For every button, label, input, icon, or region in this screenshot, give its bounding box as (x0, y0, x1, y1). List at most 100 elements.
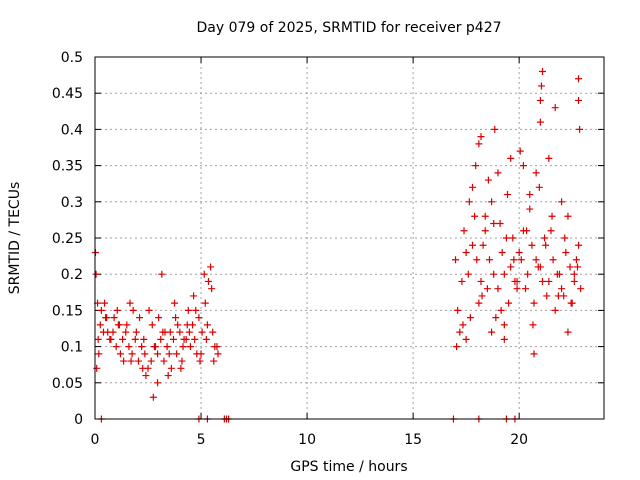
y-tick-label: 0.5 (61, 50, 83, 66)
grid-lines (95, 57, 604, 419)
data-point (577, 285, 585, 293)
tick-labels: 0 0.05 0.1 0.15 0.2 0.25 0.3 0.35 0.4 0.45 0.5 0 5 10… (52, 50, 528, 448)
data-point (190, 292, 198, 300)
data-point (541, 234, 549, 242)
data-point (184, 306, 192, 314)
data-point (567, 299, 575, 307)
data-point (524, 270, 532, 278)
y-tick-label: 0 (74, 412, 83, 428)
data-point (145, 306, 153, 314)
data-point (157, 335, 165, 343)
data-point (575, 75, 583, 83)
x-tick-label: 5 (197, 432, 206, 448)
data-point (564, 328, 572, 336)
data-point (104, 328, 112, 336)
data-point (179, 343, 187, 351)
data-point (537, 82, 545, 90)
data-point (481, 212, 489, 220)
data-point (507, 263, 515, 271)
data-point (492, 314, 500, 322)
data-point (93, 364, 101, 372)
y-tick-label: 0.3 (61, 195, 83, 211)
data-point (469, 183, 477, 191)
data-point (163, 343, 171, 351)
data-point (477, 277, 485, 285)
data-point (174, 321, 182, 329)
y-tick-label: 0.45 (52, 86, 83, 102)
data-point (494, 169, 502, 177)
data-point (505, 299, 513, 307)
data-point (154, 350, 162, 358)
data-point (141, 350, 149, 358)
data-point (149, 393, 157, 401)
x-tick-label: 20 (510, 432, 528, 448)
chart-title: Day 079 of 2025, SRMTID for receiver p42… (196, 20, 501, 36)
data-point (522, 285, 530, 293)
data-point (488, 198, 496, 206)
data-point (458, 277, 466, 285)
data-point (471, 212, 479, 220)
data-point (532, 169, 540, 177)
data-point (479, 241, 487, 249)
y-tick-label: 0.15 (52, 303, 83, 319)
data-point (140, 335, 148, 343)
data-point (469, 241, 477, 249)
data-point (185, 328, 193, 336)
data-point (462, 335, 470, 343)
data-point (113, 306, 121, 314)
data-point (110, 314, 118, 322)
data-point (97, 306, 105, 314)
data-point (490, 270, 498, 278)
data-point (112, 343, 120, 351)
data-point (171, 299, 179, 307)
data-point (169, 335, 177, 343)
data-point (475, 140, 483, 148)
data-point (466, 314, 474, 322)
data-point (536, 96, 544, 104)
data-point (107, 335, 115, 343)
data-point (502, 234, 510, 242)
data-point (543, 292, 551, 300)
data-point (213, 343, 221, 351)
data-point (526, 191, 534, 199)
data-point (160, 357, 168, 365)
data-point (549, 256, 557, 264)
y-tick-label: 0.35 (52, 159, 83, 175)
data-point (128, 350, 136, 358)
data-point (551, 104, 559, 112)
data-point (453, 343, 461, 351)
data-point (180, 335, 188, 343)
data-point (136, 314, 144, 322)
data-point (208, 285, 216, 293)
data-point (523, 227, 531, 235)
data-point (119, 335, 127, 343)
data-point (530, 350, 538, 358)
data-point (172, 314, 180, 322)
data-point (538, 277, 546, 285)
y-tick-label: 0.05 (52, 376, 83, 392)
data-point (494, 285, 502, 293)
y-tick-label: 0.2 (61, 267, 83, 283)
data-point (164, 372, 172, 380)
data-point (536, 118, 544, 126)
data-point (127, 357, 135, 365)
x-axis-label: GPS time / hours (290, 459, 407, 475)
data-point (147, 357, 155, 365)
data-point (452, 256, 460, 264)
data-point (92, 270, 100, 278)
y-tick-label: 0.25 (52, 231, 83, 247)
data-point (530, 299, 538, 307)
data-point (192, 306, 200, 314)
data-point (572, 256, 580, 264)
data-point (485, 256, 493, 264)
data-point (564, 212, 572, 220)
data-point (158, 270, 166, 278)
data-point (547, 227, 555, 235)
data-point (167, 364, 175, 372)
data-point (484, 176, 492, 184)
data-point (491, 125, 499, 133)
data-point (562, 248, 570, 256)
data-point (573, 263, 581, 271)
data-point (554, 292, 562, 300)
